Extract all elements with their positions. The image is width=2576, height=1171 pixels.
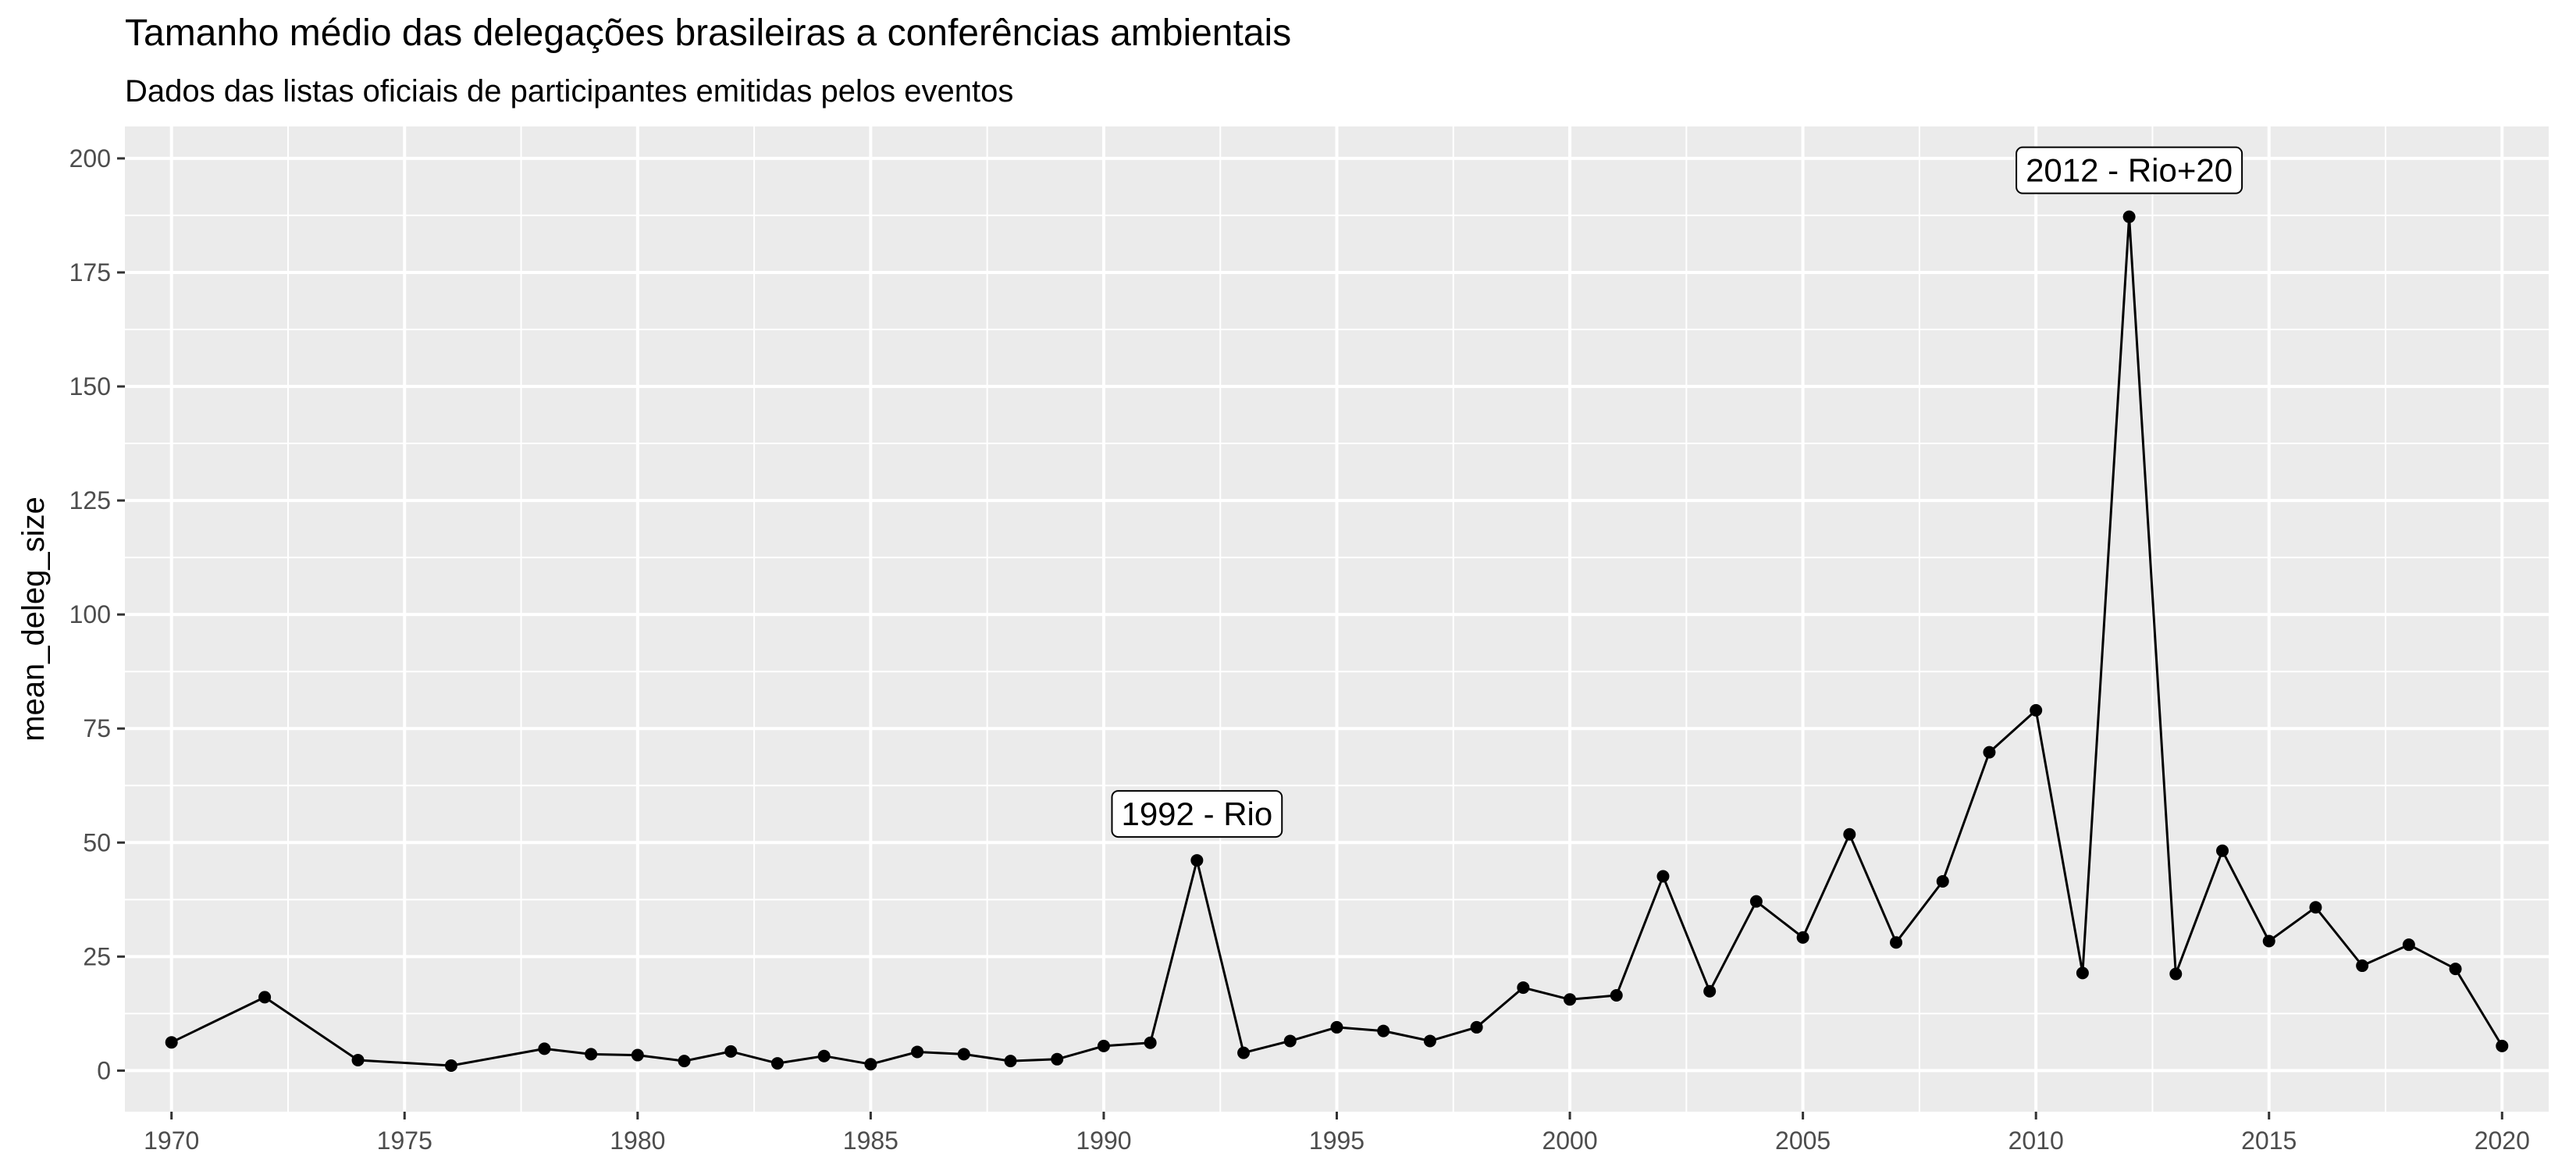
data-point (1610, 989, 1623, 1002)
annotation-box (2016, 146, 2243, 194)
data-point (2356, 959, 2369, 973)
annotation-text: 1992 - Rio (1121, 795, 1272, 832)
data-point (2262, 934, 2275, 948)
data-point (1330, 1020, 1343, 1034)
data-point (1097, 1039, 1110, 1052)
data-point (1564, 993, 1577, 1006)
data-point (1423, 1034, 1436, 1048)
x-tick-label: 1980 (610, 1127, 665, 1155)
data-point (1470, 1020, 1483, 1034)
data-point (538, 1042, 551, 1055)
data-point (724, 1045, 738, 1058)
x-tick-label: 2020 (2475, 1127, 2530, 1155)
x-tick-label: 1970 (144, 1127, 199, 1155)
data-point (1237, 1046, 1251, 1059)
data-point (864, 1058, 877, 1071)
y-tick-label: 25 (83, 942, 111, 970)
y-tick-label: 0 (97, 1056, 111, 1084)
data-point (258, 991, 272, 1004)
chart-title: Tamanho médio das delegações brasileiras… (125, 12, 1291, 54)
data-point (631, 1048, 644, 1062)
data-point (2216, 844, 2229, 857)
x-tick-label: 1975 (377, 1127, 432, 1155)
data-point (1051, 1052, 1064, 1066)
x-tick-label: 1985 (843, 1127, 898, 1155)
annotation-text: 2012 - Rio+20 (2026, 152, 2233, 189)
x-tick-label: 2005 (1775, 1127, 1831, 1155)
data-point (1890, 936, 1903, 949)
annotation-box (1111, 790, 1283, 838)
data-point (1936, 874, 1949, 888)
data-point (1656, 870, 1670, 883)
data-point (2076, 966, 2089, 980)
y-tick-label: 50 (83, 828, 111, 856)
data-point (1377, 1024, 1390, 1038)
y-tick-label: 200 (69, 144, 111, 173)
data-points (165, 210, 2509, 1072)
x-axis: 1970 1975 1980 1985 1990 1995 2000 2005 2010 2015… (144, 1112, 2530, 1155)
data-point (1983, 746, 1996, 759)
data-point (165, 1036, 178, 1049)
data-point (1190, 854, 1204, 867)
data-point (1144, 1036, 1157, 1049)
data-point (2030, 703, 2043, 717)
data-point (1004, 1055, 1017, 1068)
data-point (911, 1045, 924, 1059)
data-point (817, 1049, 831, 1062)
y-tick-label: 150 (69, 372, 111, 400)
annotations: 1992 - Rio 2012 - Rio+20 (1111, 146, 2243, 838)
annotation-label: 1992 - Rio (1111, 790, 1283, 838)
x-tick-label: 2015 (2241, 1127, 2297, 1155)
x-tick-label: 1995 (1309, 1127, 1364, 1155)
data-point (585, 1048, 598, 1061)
data-point (351, 1053, 365, 1066)
data-point (1703, 984, 1717, 998)
data-point (957, 1048, 970, 1061)
data-point (2496, 1039, 2509, 1052)
y-tick-label: 100 (69, 600, 111, 628)
data-point (2449, 963, 2462, 976)
y-tick-label: 75 (83, 714, 111, 742)
y-tick-label: 175 (69, 258, 111, 287)
data-point (770, 1057, 784, 1070)
data-point (2169, 967, 2183, 981)
x-tick-label: 2000 (1542, 1127, 1597, 1155)
annotation-label: 2012 - Rio+20 (2016, 146, 2243, 194)
x-tick-label: 1990 (1076, 1127, 1131, 1155)
data-point (1283, 1034, 1297, 1048)
data-point (444, 1059, 457, 1072)
y-axis: 0 25 50 75 100 125 150 175 200 (69, 144, 125, 1084)
data-point (2309, 901, 2322, 914)
data-point (1796, 931, 1809, 944)
x-tick-label: 2010 (2008, 1127, 2064, 1155)
data-point (1517, 981, 1530, 995)
data-point (2402, 938, 2415, 952)
data-point (1843, 828, 1856, 841)
data-point (1749, 895, 1763, 908)
data-point (2122, 210, 2136, 223)
y-tick-label: 125 (69, 486, 111, 514)
y-axis-title: mean_deleg_size (16, 497, 51, 742)
chart-subtitle: Dados das listas oficiais de participant… (125, 74, 1013, 109)
data-point (678, 1055, 691, 1068)
